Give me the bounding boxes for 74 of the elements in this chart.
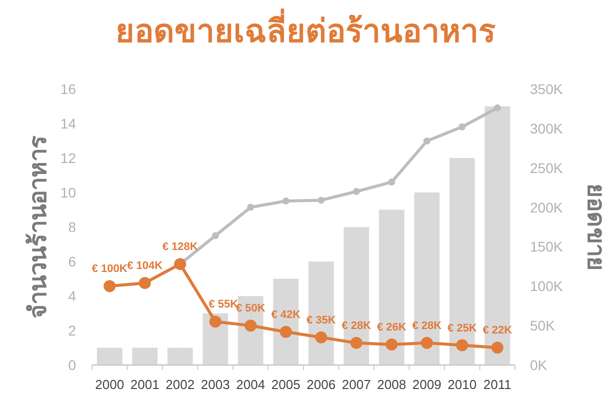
point [318,196,325,204]
data-label: € 50K [236,302,266,315]
x-tick-label: 2008 [377,377,406,392]
point [282,197,290,204]
point [352,188,360,196]
bar [167,348,193,365]
y2-tick-label: 0K [530,357,548,373]
x-tick-label: 2006 [306,377,336,392]
point [104,280,116,292]
data-label: € 104K [127,260,163,272]
data-label: € 35K [306,314,336,326]
point [350,336,362,349]
point [458,123,466,130]
data-label: € 28K [342,320,372,332]
bar [273,278,299,365]
x-tick-label: 2009 [412,377,442,392]
data-label: € 128K [162,241,198,254]
bar [308,262,334,365]
data-label: € 22K [482,324,512,337]
y2-tick-label: 300K [530,120,564,136]
y-tick-label: 14 [60,116,76,132]
data-label: € 100K [92,263,128,276]
y-tick-label: 0 [68,357,76,373]
data-label: € 28K [412,320,442,332]
chart-title: ยอดขายเฉลี่ยต่อร้านอาหาร [116,8,496,49]
y2-axis-title: ยอดขาย [582,184,609,270]
bar [344,227,370,365]
point [280,326,292,338]
point [174,258,186,270]
y-tick-label: 2 [68,322,76,338]
bar [132,348,158,365]
point [138,276,151,289]
point [386,338,398,350]
y-tick-label: 6 [68,254,76,270]
bar [414,192,440,365]
point [494,104,501,112]
x-tick-label: 2007 [342,377,371,392]
y2-tick-label: 200K [530,199,564,216]
y2-tick-label: 350K [530,81,564,97]
y-tick-label: 10 [60,184,76,200]
bar [378,210,404,365]
point [423,138,430,145]
y-tick-label: 12 [60,150,76,166]
x-tick-label: 2000 [95,377,124,392]
x-tick-label: 2001 [130,377,160,392]
x-tick-label: 2010 [448,377,477,392]
y2-tick-label: 50K [530,318,556,334]
y-tick-label: 16 [60,81,76,97]
point [456,339,468,352]
bar [449,158,475,365]
point [420,336,433,349]
point [212,232,219,240]
bar [96,348,122,365]
x-tick-label: 2004 [236,377,266,392]
y2-tick-label: 100K [530,278,564,294]
point [247,204,254,211]
x-tick-label: 2005 [271,377,300,392]
point [209,316,222,328]
y2-tick-label: 250K [530,160,564,176]
data-label: € 42K [271,308,301,321]
point [315,331,328,344]
x-tick-label: 2003 [200,377,230,392]
x-tick-label: 2002 [166,377,195,392]
point [491,342,504,354]
data-label: € 25K [447,322,477,334]
point [388,178,396,186]
y-axis-title: จำนวนร้านอาหาร [25,136,52,318]
point [244,320,257,332]
data-label: € 26K [376,321,406,334]
y2-tick-label: 150K [530,238,564,255]
y-tick-label: 8 [68,219,76,235]
x-tick-label: 2011 [483,377,512,392]
y-tick-label: 4 [68,288,76,304]
bar [484,106,510,365]
